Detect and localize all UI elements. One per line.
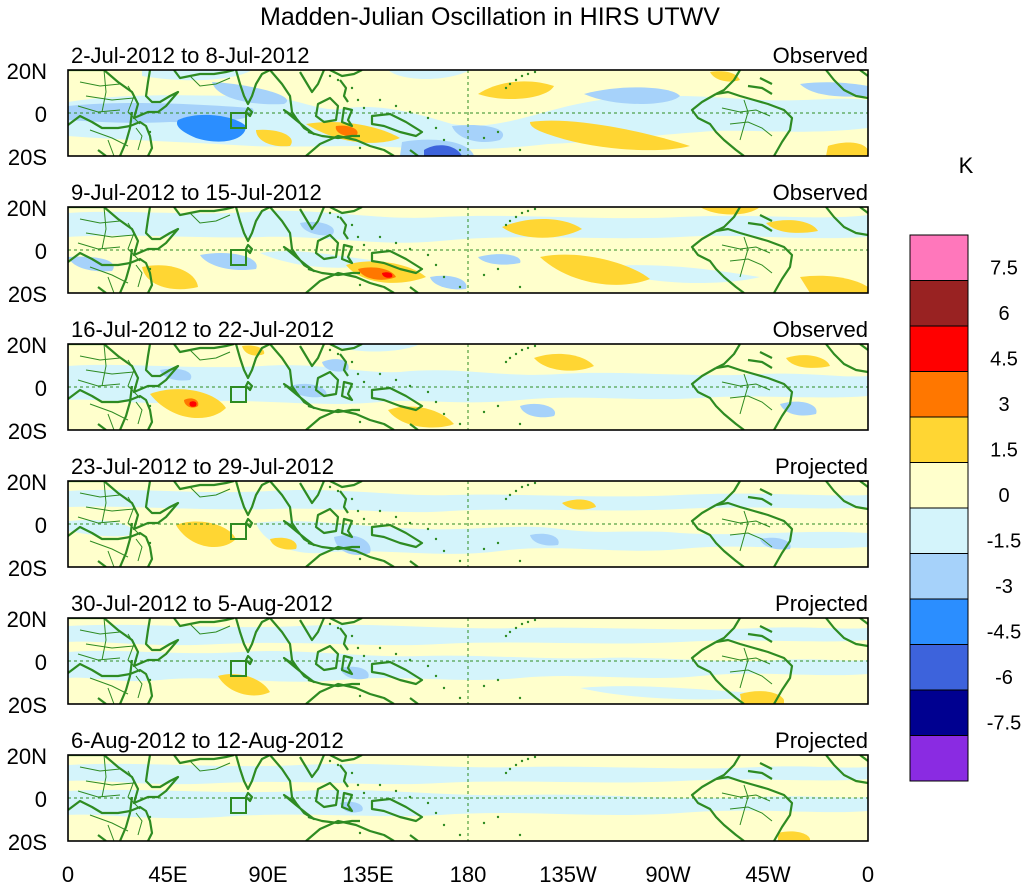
map-panel: 6-Aug-2012 to 12-Aug-2012 Projected 20N … — [7, 728, 869, 855]
colorbar-tick-label: -4.5 — [987, 622, 1021, 644]
figure-title: Madden-Julian Oscillation in HIRS UTWV — [260, 3, 720, 31]
colorbar-swatch — [909, 644, 969, 691]
lon-label: 45E — [148, 862, 187, 887]
lon-label: 0 — [862, 862, 874, 887]
panel-status: Observed — [773, 317, 868, 342]
lat-label-20n: 20N — [7, 333, 47, 358]
map-panel: 16-Jul-2012 to 22-Jul-2012 Observed 20N … — [7, 317, 869, 444]
lat-label-eq: 0 — [35, 376, 47, 401]
panel-frame — [67, 69, 869, 157]
map-panel: 2-Jul-2012 to 8-Jul-2012 Observed 20N 0 … — [7, 43, 869, 170]
colorbar-tick-label: 3 — [998, 394, 1009, 416]
reference-box — [230, 249, 247, 266]
panel-frame — [67, 343, 869, 431]
colorbar-swatch — [909, 735, 969, 782]
colorbar-unit: K — [959, 153, 974, 178]
colorbar-tick-label: 6 — [998, 303, 1009, 325]
panel-frame — [67, 617, 869, 705]
panel-status: Projected — [775, 728, 868, 753]
colorbar-swatch — [909, 507, 969, 554]
lat-label-eq: 0 — [35, 102, 47, 127]
panel-status: Projected — [775, 591, 868, 616]
map-panel: 30-Jul-2012 to 5-Aug-2012 Projected 20N … — [7, 591, 869, 718]
lat-label-20n: 20N — [7, 744, 47, 769]
lat-label-eq: 0 — [35, 650, 47, 675]
panel-frame — [67, 754, 869, 842]
lat-label-eq: 0 — [35, 513, 47, 538]
lat-label-20n: 20N — [7, 607, 47, 632]
lat-label-20n: 20N — [7, 196, 47, 221]
colorbar-tick-label: -7.5 — [987, 713, 1021, 735]
panel-status: Projected — [775, 454, 868, 479]
colorbar-labels: 7.5 6 4.5 3 1.5 0 -1.5 -3 -4.5 -6 -7.5 — [987, 258, 1021, 735]
lon-label: 45W — [745, 862, 790, 887]
colorbar-swatch — [909, 371, 969, 418]
panel-date-range: 16-Jul-2012 to 22-Jul-2012 — [71, 317, 334, 342]
colorbar — [909, 234, 969, 782]
colorbar-swatch — [909, 416, 969, 463]
panel-date-range: 23-Jul-2012 to 29-Jul-2012 — [71, 454, 334, 479]
lat-label-20n: 20N — [7, 470, 47, 495]
lon-label: 90W — [645, 862, 690, 887]
lat-label-20s: 20S — [8, 830, 47, 855]
colorbar-tick-label: 4.5 — [990, 349, 1018, 371]
colorbar-swatch — [909, 689, 969, 736]
lat-label-20n: 20N — [7, 59, 47, 84]
lat-label-eq: 0 — [35, 787, 47, 812]
colorbar-tick-label: -1.5 — [987, 531, 1021, 553]
lon-label: 135E — [342, 862, 393, 887]
reference-box — [230, 112, 247, 129]
panel-status: Observed — [773, 43, 868, 68]
panel-date-range: 30-Jul-2012 to 5-Aug-2012 — [71, 591, 333, 616]
reference-box — [230, 386, 247, 403]
colorbar-swatch — [909, 553, 969, 600]
reference-box — [230, 797, 247, 814]
colorbar-tick-label: 0 — [998, 485, 1009, 507]
lat-label-20s: 20S — [8, 282, 47, 307]
map-panel: 9-Jul-2012 to 15-Jul-2012 Observed 20N 0… — [7, 180, 869, 307]
panel-date-range: 9-Jul-2012 to 15-Jul-2012 — [71, 180, 322, 205]
colorbar-tick-label: -6 — [995, 667, 1013, 689]
lon-label: 180 — [450, 862, 487, 887]
lon-label: 0 — [62, 862, 74, 887]
lat-label-20s: 20S — [8, 556, 47, 581]
lon-label: 90E — [248, 862, 287, 887]
colorbar-swatch — [909, 325, 969, 372]
panel-frame — [67, 206, 869, 294]
colorbar-tick-label: -3 — [995, 576, 1013, 598]
lat-label-eq: 0 — [35, 239, 47, 264]
panel-date-range: 6-Aug-2012 to 12-Aug-2012 — [71, 728, 344, 753]
reference-box — [230, 523, 247, 540]
colorbar-tick-label: 1.5 — [990, 440, 1018, 462]
longitude-axis: 0 45E 90E 135E 180 135W 90W 45W 0 — [62, 862, 874, 887]
lat-label-20s: 20S — [8, 419, 47, 444]
panel-status: Observed — [773, 180, 868, 205]
panel-date-range: 2-Jul-2012 to 8-Jul-2012 — [71, 43, 309, 68]
map-panel: 23-Jul-2012 to 29-Jul-2012 Projected 20N… — [7, 454, 869, 581]
panel-frame — [67, 480, 869, 568]
colorbar-swatch — [909, 234, 969, 281]
colorbar-swatch — [909, 280, 969, 327]
reference-box — [230, 660, 247, 677]
lon-label: 135W — [539, 862, 597, 887]
colorbar-swatch — [909, 598, 969, 645]
colorbar-tick-label: 7.5 — [990, 258, 1018, 280]
colorbar-swatch — [909, 462, 969, 509]
lat-label-20s: 20S — [8, 693, 47, 718]
lat-label-20s: 20S — [8, 145, 47, 170]
